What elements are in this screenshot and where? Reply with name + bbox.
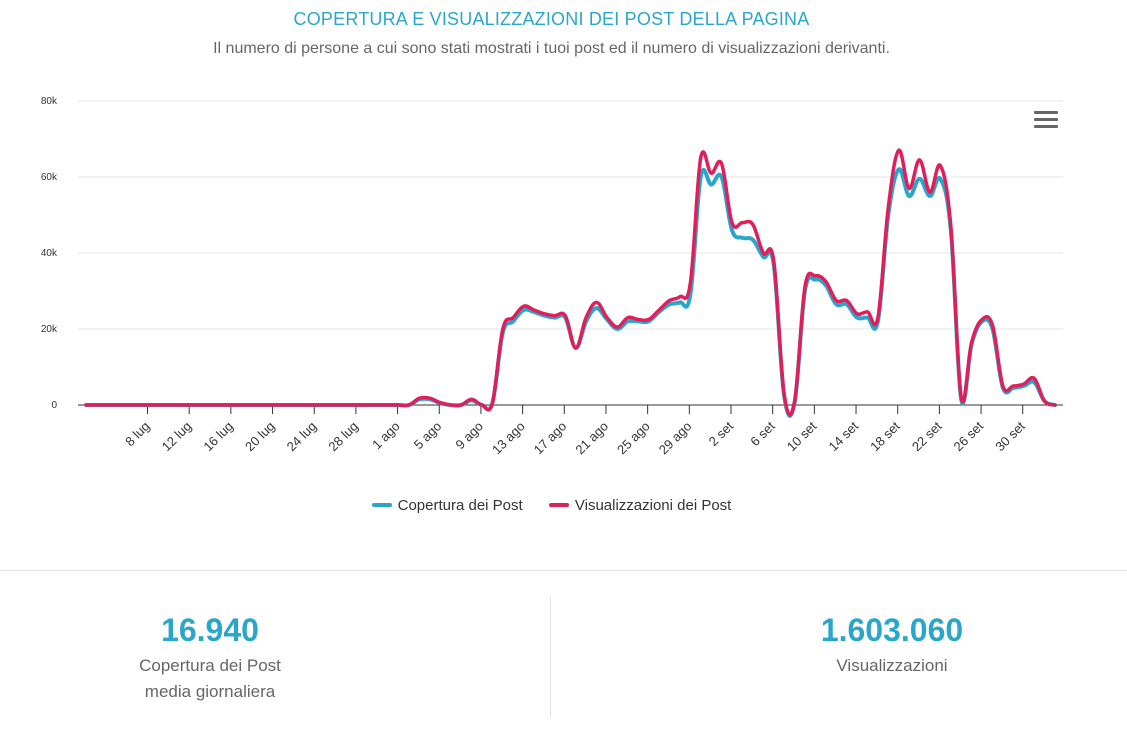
legend-item-views[interactable]: Visualizzazioni dei Post bbox=[548, 497, 732, 514]
stat-reach-label-line1: Copertura dei Post bbox=[139, 656, 281, 675]
x-tick-label: 1 ago bbox=[369, 419, 403, 453]
x-tick-label: 21 ago bbox=[572, 419, 611, 458]
stat-views-label: Visualizzazioni bbox=[742, 653, 1042, 679]
x-tick-label: 2 set bbox=[706, 418, 737, 449]
x-tick-label: 25 ago bbox=[614, 419, 653, 458]
grid-lines bbox=[78, 100, 1063, 330]
x-tick-label: 8 lug bbox=[122, 419, 153, 450]
legend-label-views: Visualizzazioni dei Post bbox=[574, 497, 732, 514]
series-line-reach bbox=[84, 167, 1057, 418]
legend: Copertura dei Post Visualizzazioni dei P… bbox=[0, 497, 1103, 514]
y-tick-label: 40k bbox=[41, 248, 58, 259]
legend-swatch-reach bbox=[371, 503, 392, 508]
x-tick-label: 9 ago bbox=[452, 419, 486, 453]
x-tick-label: 28 lug bbox=[325, 419, 361, 455]
legend-label-reach: Copertura dei Post bbox=[397, 497, 523, 514]
x-tick-label: 29 ago bbox=[656, 419, 695, 458]
x-tick-label: 18 set bbox=[867, 418, 903, 454]
y-axis-ticks: 0 20k 40k 60k 80k bbox=[41, 96, 58, 411]
stat-views-label-line1: Visualizzazioni bbox=[836, 656, 948, 675]
legend-item-reach[interactable]: Copertura dei Post bbox=[371, 497, 523, 514]
x-tick-label: 12 lug bbox=[159, 419, 195, 455]
x-tick-label: 22 set bbox=[909, 418, 945, 454]
x-tick-label: 10 set bbox=[784, 418, 820, 454]
x-tick-label: 26 set bbox=[951, 418, 987, 454]
y-tick-label: 20k bbox=[41, 324, 58, 335]
stat-views-value: 1.603.060 bbox=[820, 612, 964, 648]
stats-divider bbox=[550, 597, 551, 717]
x-tick-label: 24 lug bbox=[284, 419, 320, 455]
x-tick-label: 5 ago bbox=[411, 419, 445, 453]
x-tick-label: 16 lug bbox=[200, 419, 236, 455]
stat-reach-label: Copertura dei Post media giornaliera bbox=[60, 653, 360, 705]
x-tick-label: 20 lug bbox=[242, 419, 278, 455]
section-divider bbox=[0, 570, 1127, 571]
chart-title: COPERTURA E VISUALIZZAZIONI DEI POST DEL… bbox=[293, 9, 810, 29]
y-tick-label: 0 bbox=[51, 400, 57, 411]
x-tick-label: 30 set bbox=[992, 418, 1028, 454]
stat-reach: 16.940 Copertura dei Post media giornali… bbox=[60, 612, 360, 705]
stat-reach-label-line2: media giornaliera bbox=[144, 682, 276, 701]
hamburger-menu-icon[interactable] bbox=[1034, 111, 1058, 131]
series-line-views bbox=[84, 148, 1057, 417]
series-lines bbox=[84, 148, 1057, 418]
stat-reach-value: 16.940 bbox=[161, 612, 259, 648]
x-axis: 8 lug 12 lug 16 lug 20 lug 24 lug 28 lug 1 ago… bbox=[78, 404, 1063, 458]
x-tick-label: 6 set bbox=[747, 418, 778, 449]
x-tick-label: 17 ago bbox=[531, 419, 570, 458]
line-chart: 0 20k 40k 60k 80k 8 lug 12 lug 16 lug 20 lug 24 … bbox=[41, 96, 1063, 458]
x-tick-label: 14 set bbox=[825, 418, 861, 454]
y-tick-label: 60k bbox=[41, 172, 58, 183]
y-tick-label: 80k bbox=[41, 96, 58, 107]
stat-views: 1.603.060 Visualizzazioni bbox=[742, 612, 1042, 679]
chart-subtitle: Il numero di persone a cui sono stati mo… bbox=[213, 40, 890, 57]
x-tick-label: 13 ago bbox=[489, 419, 528, 458]
legend-swatch-views bbox=[548, 503, 569, 508]
